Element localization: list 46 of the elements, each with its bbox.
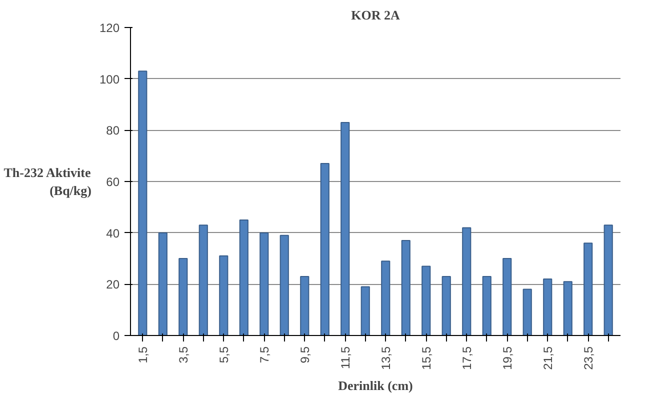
bar — [360, 286, 370, 336]
bar — [138, 70, 148, 336]
y-tick-label: 120 — [99, 21, 120, 35]
y-tick-label: 80 — [106, 124, 120, 138]
bar — [260, 232, 269, 336]
x-tick-label: 19,5 — [500, 346, 515, 370]
bar — [442, 276, 451, 336]
bar — [219, 255, 228, 336]
bar — [422, 266, 431, 336]
chart-title: KOR 2A — [351, 8, 400, 22]
x-tick-label: 17,5 — [460, 346, 474, 370]
x-tick-label: 21,5 — [541, 346, 556, 370]
x-tick-label: 11,5 — [338, 346, 353, 369]
y-tick-label: 40 — [106, 226, 120, 240]
y-tick-label: 100 — [99, 72, 120, 86]
x-tick-label: 15,5 — [420, 346, 434, 370]
x-tick-label: 3,5 — [176, 346, 191, 364]
x-tick-label: 7,5 — [258, 346, 272, 364]
x-tick-label: 1,5 — [136, 346, 150, 364]
x-axis-title: Derinlik (cm) — [338, 378, 413, 393]
bar — [401, 240, 410, 336]
bar — [239, 220, 248, 336]
bar — [280, 234, 289, 336]
x-tick-label: 23,5 — [582, 346, 596, 370]
bar — [462, 227, 472, 336]
bar — [300, 276, 310, 336]
y-axis-title: Th-232 Aktivite (Bq/kg) — [4, 165, 92, 198]
x-tick-label: 5,5 — [217, 346, 232, 364]
bar — [198, 224, 208, 336]
x-tick-label: 13,5 — [379, 346, 394, 370]
bar — [178, 258, 188, 336]
bar — [158, 232, 168, 336]
bar — [502, 258, 512, 336]
y-tick-label: 60 — [106, 175, 120, 189]
bar — [522, 288, 532, 336]
bar — [320, 163, 330, 336]
bar — [340, 122, 350, 336]
y-tick-label: 0 — [112, 329, 120, 343]
bar — [543, 278, 552, 336]
bar — [482, 276, 492, 336]
x-tick-label: 9,5 — [298, 346, 312, 364]
y-tick-label: 20 — [106, 278, 120, 292]
bar — [563, 281, 572, 336]
bar — [604, 224, 613, 336]
bar — [584, 242, 593, 336]
bar — [381, 260, 390, 336]
